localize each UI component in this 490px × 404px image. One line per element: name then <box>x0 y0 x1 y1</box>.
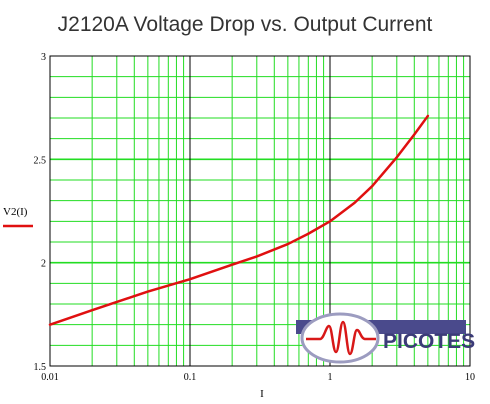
data-series <box>48 114 430 326</box>
x-tick-label: 10 <box>465 372 475 383</box>
y-tick-label: 2.5 <box>34 155 47 166</box>
x-axis-label: I <box>260 388 264 400</box>
x-tick-label: 0.1 <box>184 372 197 383</box>
picotes-logo: PICOTES <box>296 312 475 364</box>
legend: V2(I) <box>3 206 33 228</box>
x-tick-label: 1 <box>328 372 333 383</box>
y-tick-label: 3 <box>41 52 46 63</box>
series-line <box>48 114 430 326</box>
y-tick-label: 2 <box>41 259 46 270</box>
logo-text: PICOTES <box>383 330 475 353</box>
grid <box>49 55 471 367</box>
logo-wave-icon <box>306 320 376 356</box>
plot-frame <box>49 55 471 367</box>
chart-title: J2120A Voltage Drop vs. Output Current <box>58 13 433 36</box>
legend-label: V2(I) <box>3 206 28 218</box>
y-tick-label: 1.5 <box>34 362 47 373</box>
x-tick-label: 0.01 <box>41 372 59 383</box>
tick-labels: 0.01 0.1 1 10 1.5 2 2.5 3 <box>34 52 476 383</box>
